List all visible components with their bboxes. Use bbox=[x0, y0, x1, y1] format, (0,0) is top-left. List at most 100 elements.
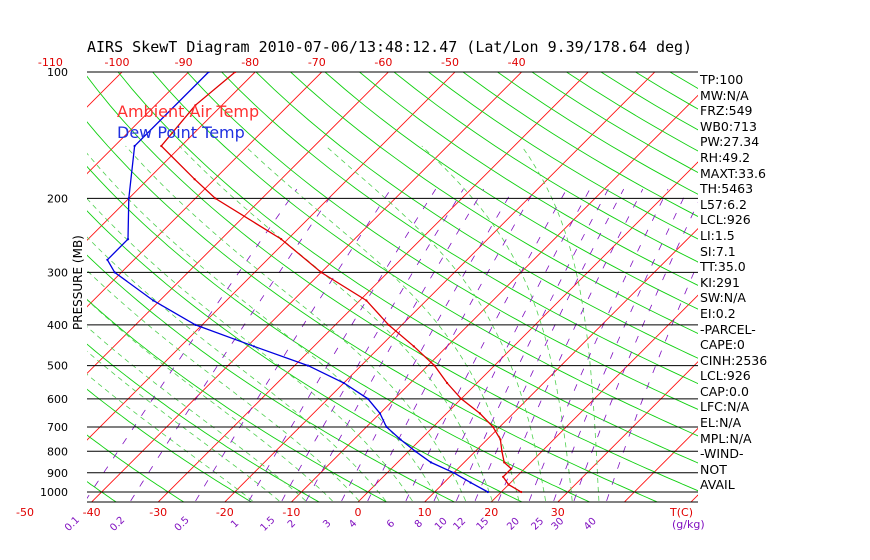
moist-adiabat-line bbox=[87, 350, 280, 502]
mixing-ratio-tick-label: 0.5 bbox=[173, 515, 192, 534]
index-item: NOT bbox=[700, 461, 727, 477]
isotherm-line bbox=[290, 94, 698, 502]
index-item: CAP:0.0 bbox=[700, 383, 749, 399]
ambient-temp-series bbox=[160, 72, 523, 494]
index-item: TP:100 bbox=[700, 72, 744, 87]
dry-adiabat-line bbox=[87, 434, 185, 502]
index-item: WB0:713 bbox=[700, 118, 757, 134]
mixing-ratio-tick-label: 3 bbox=[321, 518, 333, 530]
mixing-ratio-tick-label: 0.2 bbox=[108, 515, 127, 534]
pressure-tick-label: 800 bbox=[47, 445, 68, 458]
mixing-ratio-line bbox=[433, 188, 591, 502]
profile-point bbox=[320, 271, 323, 274]
isotherm-line bbox=[0, 0, 15, 509]
mixing-ratio-tick-label: 0.1 bbox=[63, 515, 82, 534]
pressure-tick-label: 300 bbox=[47, 266, 68, 279]
index-item: LCL:926 bbox=[700, 212, 751, 228]
dry-adiabat-line bbox=[220, 72, 698, 385]
temp-axis-unit: T(C) bbox=[669, 506, 693, 519]
index-item: CINH:2536 bbox=[700, 352, 768, 368]
isotherm-line bbox=[557, 361, 698, 502]
pressure-tick-label: 900 bbox=[47, 467, 68, 480]
index-item: RH:49.2 bbox=[700, 149, 751, 165]
dry-adiabat-line bbox=[152, 72, 698, 437]
index-item: MAXT:33.6 bbox=[700, 165, 766, 181]
index-item: L57:6.2 bbox=[700, 196, 747, 212]
profile-point bbox=[469, 481, 472, 484]
mixing-ratio-line bbox=[341, 188, 514, 502]
profile-point bbox=[460, 397, 463, 400]
index-item: PW:27.34 bbox=[700, 134, 760, 150]
dry-adiabat-line bbox=[87, 165, 591, 502]
profile-point bbox=[385, 425, 388, 428]
mixing-ratio-line bbox=[474, 188, 625, 502]
profile-point bbox=[113, 271, 116, 274]
top-temp-tick-label: -60 bbox=[374, 56, 392, 69]
profile-point bbox=[414, 450, 417, 453]
index-item: LCL:926 bbox=[700, 368, 751, 384]
chart-title: AIRS SkewT Diagram 2010-07-06/13:48:12.4… bbox=[87, 38, 692, 56]
profile-point bbox=[365, 299, 368, 302]
dry-adiabat-line bbox=[255, 72, 698, 359]
dewpoint-series bbox=[106, 72, 489, 494]
profile-point bbox=[280, 238, 283, 241]
index-item: TT:35.0 bbox=[700, 259, 746, 275]
profile-point bbox=[520, 490, 523, 494]
profile-point bbox=[252, 345, 255, 348]
isotherm-line bbox=[87, 72, 390, 375]
pressure-tick-label: 600 bbox=[47, 393, 68, 406]
moist-adiabat-line bbox=[87, 326, 307, 502]
mixing-ratio-line bbox=[130, 188, 336, 502]
mixing-ratio-line bbox=[528, 188, 669, 502]
mixing-ratio-tick-label: 1 bbox=[229, 518, 241, 530]
mixing-ratio-line bbox=[248, 188, 437, 502]
moist-adiabat-line bbox=[325, 145, 546, 501]
mixing-ratio-tick-label: 4 bbox=[347, 518, 359, 530]
moist-adiabat-line bbox=[179, 145, 493, 502]
profile-point bbox=[429, 461, 432, 464]
pressure-tick-label: 500 bbox=[47, 360, 68, 373]
isotherm-line bbox=[157, 72, 589, 502]
dry-adiabat-line bbox=[87, 254, 456, 502]
index-item: LI:1.5 bbox=[700, 227, 735, 243]
legend-ambient-temp: Ambient Air Temp bbox=[117, 102, 259, 121]
stability-indices-panel: TP:100 MW:N/A FRZ:549 WB0:713 PW:27.34 RH:49.… bbox=[700, 72, 868, 493]
profile-point bbox=[214, 197, 217, 200]
dry-adiabat-line bbox=[324, 72, 698, 310]
mixing-ratio-line bbox=[498, 188, 644, 502]
mixing-ratio-line bbox=[305, 188, 485, 502]
index-item: AVAIL bbox=[700, 477, 735, 493]
dry-adiabat-line bbox=[289, 72, 698, 334]
profile-point bbox=[500, 450, 503, 453]
profile-point bbox=[106, 258, 109, 261]
mixing-ratio-tick-label: 12 bbox=[451, 516, 468, 533]
mixing-ratio-line bbox=[456, 188, 609, 502]
pressure-tick-label: 1000 bbox=[40, 486, 68, 499]
index-item: MPL:N/A bbox=[700, 430, 752, 446]
mixing-ratio-tick-label: 1.5 bbox=[258, 515, 277, 534]
dry-adiabat-line bbox=[87, 388, 253, 502]
index-item: -PARCEL- bbox=[700, 321, 756, 337]
isotherm-line bbox=[423, 227, 698, 502]
profile-point bbox=[433, 364, 436, 367]
profile-point bbox=[478, 412, 481, 415]
index-item: SI:7.1 bbox=[700, 243, 736, 259]
dry-adiabat-line bbox=[87, 121, 659, 502]
top-temp-tick-label: -70 bbox=[308, 56, 326, 69]
profile-point bbox=[126, 238, 130, 241]
moist-adiabat-line bbox=[521, 145, 600, 501]
profile-point bbox=[446, 381, 449, 385]
dry-adiabat-line bbox=[87, 210, 524, 502]
mixing-ratio-tick-label: 2 bbox=[286, 518, 298, 530]
top-temp-tick-label: -40 bbox=[508, 56, 526, 69]
mixing-ratio-line bbox=[573, 201, 698, 502]
bottom-temp-tick-label: 30 bbox=[551, 506, 565, 519]
profile-line bbox=[106, 72, 489, 493]
bottom-temp-tick-label: 0 bbox=[355, 506, 362, 519]
isotherm-line bbox=[87, 72, 323, 308]
profile-point bbox=[399, 438, 402, 441]
dry-adiabat-line bbox=[427, 72, 698, 240]
mixing-ratio-tick-label: 10 bbox=[433, 516, 450, 533]
dry-adiabat-line bbox=[393, 72, 698, 263]
pressure-tick-label: 700 bbox=[47, 421, 68, 434]
